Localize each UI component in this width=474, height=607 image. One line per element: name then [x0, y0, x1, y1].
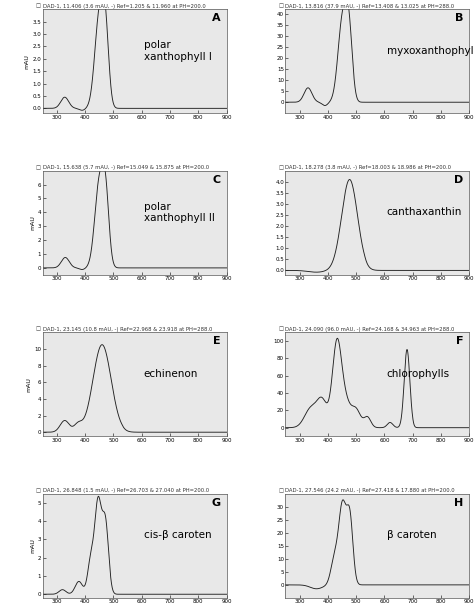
- Y-axis label: mAU: mAU: [30, 538, 35, 553]
- Text: cis-β caroten: cis-β caroten: [144, 531, 211, 540]
- Text: H: H: [455, 498, 464, 508]
- Text: □: □: [36, 165, 41, 170]
- Text: □: □: [279, 327, 283, 331]
- Text: DAD-1, 15.638 (5.7 mAU, -) Ref=15.049 & 15.875 at PH=200.0: DAD-1, 15.638 (5.7 mAU, -) Ref=15.049 & …: [43, 165, 209, 170]
- Text: B: B: [456, 13, 464, 23]
- Text: chlorophylls: chlorophylls: [386, 369, 450, 379]
- Text: □: □: [279, 488, 283, 493]
- Y-axis label: mAU: mAU: [25, 54, 30, 69]
- Text: DAD-1, 11.406 (3.6 mAU, -) Ref=1.205 & 11.960 at PH=200.0: DAD-1, 11.406 (3.6 mAU, -) Ref=1.205 & 1…: [43, 4, 205, 8]
- Text: echinenon: echinenon: [144, 369, 198, 379]
- Text: DAD-1, 18.278 (3.8 mAU, -) Ref=18.003 & 18.986 at PH=200.0: DAD-1, 18.278 (3.8 mAU, -) Ref=18.003 & …: [285, 165, 451, 170]
- Text: polar
xanthophyll II: polar xanthophyll II: [144, 202, 215, 223]
- Text: DAD-1, 24.090 (96.0 mAU, -) Ref=24.168 & 34.963 at PH=288.0: DAD-1, 24.090 (96.0 mAU, -) Ref=24.168 &…: [285, 327, 455, 331]
- Text: C: C: [213, 175, 221, 185]
- Text: DAD-1, 13.816 (37.9 mAU, -) Ref=13.408 & 13.025 at PH=288.0: DAD-1, 13.816 (37.9 mAU, -) Ref=13.408 &…: [285, 4, 455, 8]
- Text: □: □: [279, 165, 283, 170]
- Text: D: D: [455, 175, 464, 185]
- Text: □: □: [279, 4, 283, 8]
- Text: □: □: [36, 4, 41, 8]
- Text: □: □: [36, 327, 41, 331]
- Text: □: □: [36, 488, 41, 493]
- Text: DAD-1, 23.145 (10.8 mAU, -) Ref=22.968 & 23.918 at PH=288.0: DAD-1, 23.145 (10.8 mAU, -) Ref=22.968 &…: [43, 327, 212, 331]
- Text: DAD-1, 27.546 (24.2 mAU, -) Ref=27.418 & 17.880 at PH=200.0: DAD-1, 27.546 (24.2 mAU, -) Ref=27.418 &…: [285, 488, 455, 493]
- Text: myxoxanthophyll: myxoxanthophyll: [386, 46, 474, 56]
- Text: A: A: [212, 13, 221, 23]
- Text: F: F: [456, 336, 464, 347]
- Text: canthaxanthin: canthaxanthin: [386, 208, 462, 217]
- Text: G: G: [212, 498, 221, 508]
- Text: DAD-1, 26.848 (1.5 mAU, -) Ref=26.703 & 27.040 at PH=200.0: DAD-1, 26.848 (1.5 mAU, -) Ref=26.703 & …: [43, 488, 209, 493]
- Y-axis label: mAU: mAU: [27, 377, 31, 392]
- Text: β caroten: β caroten: [386, 531, 436, 540]
- Y-axis label: mAU: mAU: [30, 215, 35, 230]
- Text: polar
xanthophyll I: polar xanthophyll I: [144, 40, 212, 61]
- Text: E: E: [213, 336, 221, 347]
